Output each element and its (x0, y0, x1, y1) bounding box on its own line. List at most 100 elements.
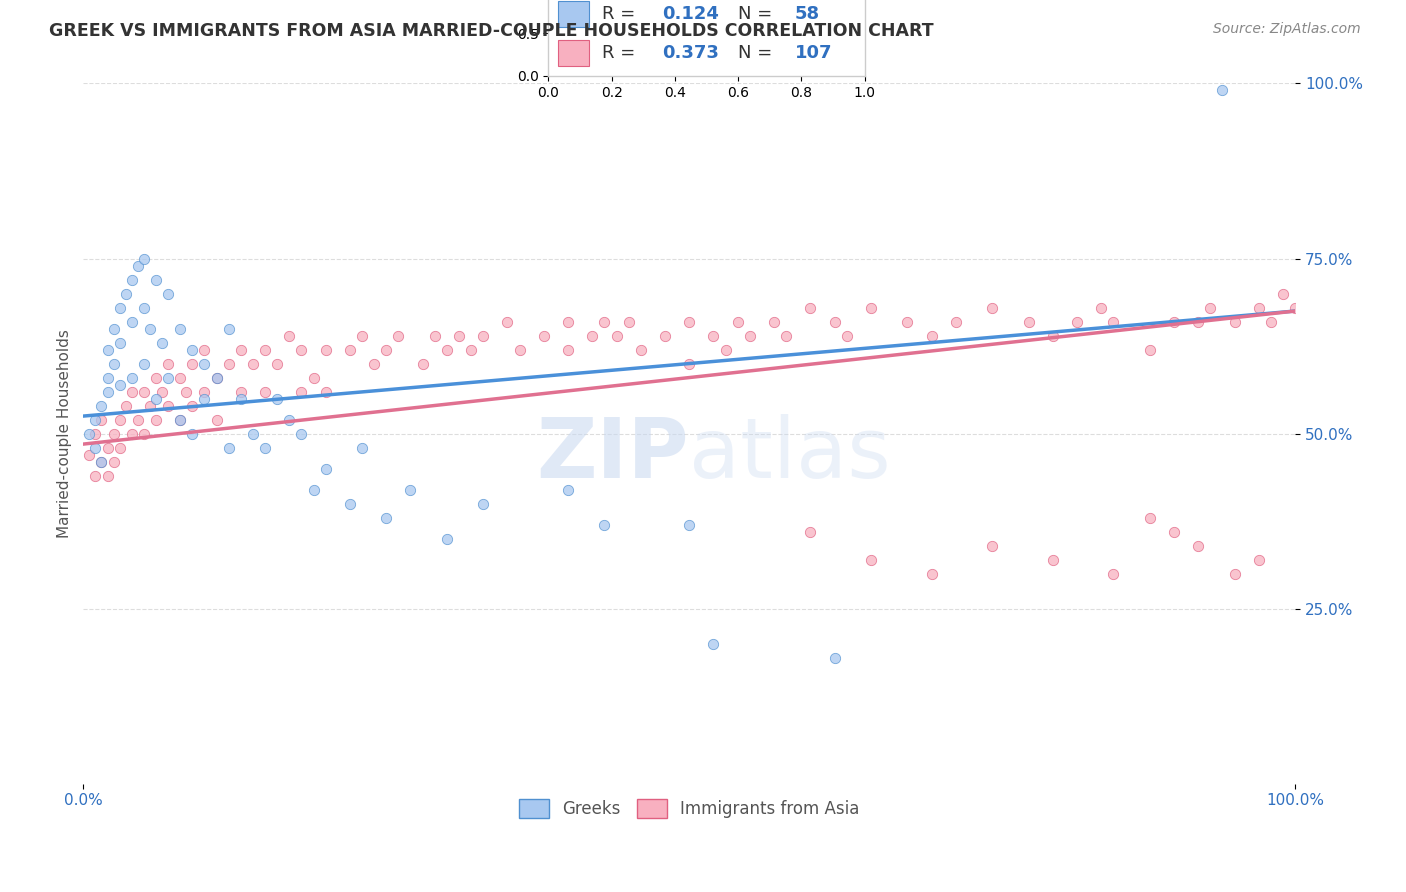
Text: GREEK VS IMMIGRANTS FROM ASIA MARRIED-COUPLE HOUSEHOLDS CORRELATION CHART: GREEK VS IMMIGRANTS FROM ASIA MARRIED-CO… (49, 22, 934, 40)
Point (103, 426, 125, 441)
Point (181, 357, 204, 371)
Point (193, 357, 215, 371)
Point (218, 441, 240, 455)
Point (981, 301, 1004, 315)
Point (472, 497, 495, 511)
Point (1187, 314, 1209, 328)
Point (96, 370, 118, 384)
Point (139, 321, 162, 335)
Point (139, 399, 162, 413)
Point (205, 412, 228, 426)
Point (557, 314, 579, 328)
Point (824, 650, 846, 665)
Point (290, 426, 312, 441)
Point (132, 301, 155, 315)
Point (702, 328, 724, 343)
Point (266, 357, 288, 371)
Point (775, 328, 797, 343)
Point (533, 328, 555, 343)
Text: R =: R = (602, 5, 641, 23)
Point (1187, 539, 1209, 553)
Point (278, 412, 301, 426)
Point (254, 384, 277, 399)
Point (157, 399, 180, 413)
Point (181, 343, 204, 357)
Point (84, 468, 107, 483)
Point (436, 532, 458, 546)
Point (96, 384, 118, 399)
Point (678, 314, 700, 328)
Point (1090, 301, 1112, 315)
Text: R =: R = (602, 44, 641, 62)
Point (205, 370, 228, 384)
Bar (558, 1, 589, 27)
Point (242, 357, 264, 371)
Point (84, 441, 107, 455)
Point (1102, 314, 1125, 328)
Point (121, 370, 143, 384)
Point (254, 343, 277, 357)
Point (90, 454, 112, 468)
Point (229, 392, 252, 406)
Point (108, 377, 131, 392)
Point (229, 343, 252, 357)
Point (557, 343, 579, 357)
Point (496, 314, 519, 328)
Point (859, 301, 882, 315)
Point (1139, 510, 1161, 524)
Point (108, 335, 131, 350)
Point (84, 412, 107, 426)
Point (436, 343, 458, 357)
Text: 0.124: 0.124 (662, 5, 718, 23)
Point (1018, 314, 1040, 328)
Point (617, 314, 640, 328)
Point (339, 497, 361, 511)
Point (132, 357, 155, 371)
Point (399, 483, 422, 497)
Point (339, 343, 361, 357)
Point (387, 328, 409, 343)
Point (824, 314, 846, 328)
Point (79, 448, 101, 462)
Point (460, 343, 482, 357)
Text: 107: 107 (796, 44, 832, 62)
Point (181, 399, 204, 413)
Point (90, 399, 112, 413)
Point (315, 461, 337, 475)
Text: N =: N = (738, 5, 778, 23)
Point (1247, 552, 1270, 566)
Point (127, 412, 149, 426)
Point (593, 314, 616, 328)
Point (169, 412, 191, 426)
Point (921, 328, 943, 343)
Point (375, 510, 398, 524)
Point (302, 483, 325, 497)
Point (714, 343, 737, 357)
Point (176, 384, 198, 399)
Point (1102, 566, 1125, 581)
Point (981, 539, 1004, 553)
Point (290, 384, 312, 399)
Point (145, 370, 167, 384)
Point (278, 328, 301, 343)
Point (945, 314, 967, 328)
Text: ZIP: ZIP (537, 414, 689, 495)
Point (727, 314, 749, 328)
Point (157, 370, 180, 384)
Point (218, 321, 240, 335)
Point (193, 343, 215, 357)
Point (1163, 314, 1185, 328)
Point (763, 314, 786, 328)
Point (132, 384, 155, 399)
Point (702, 637, 724, 651)
Point (108, 412, 131, 426)
Point (472, 328, 495, 343)
Point (150, 335, 173, 350)
Point (1272, 286, 1295, 301)
Point (181, 426, 204, 441)
Point (375, 343, 398, 357)
Point (1284, 301, 1306, 315)
Text: atlas: atlas (689, 414, 891, 495)
Point (108, 441, 131, 455)
Point (150, 384, 173, 399)
